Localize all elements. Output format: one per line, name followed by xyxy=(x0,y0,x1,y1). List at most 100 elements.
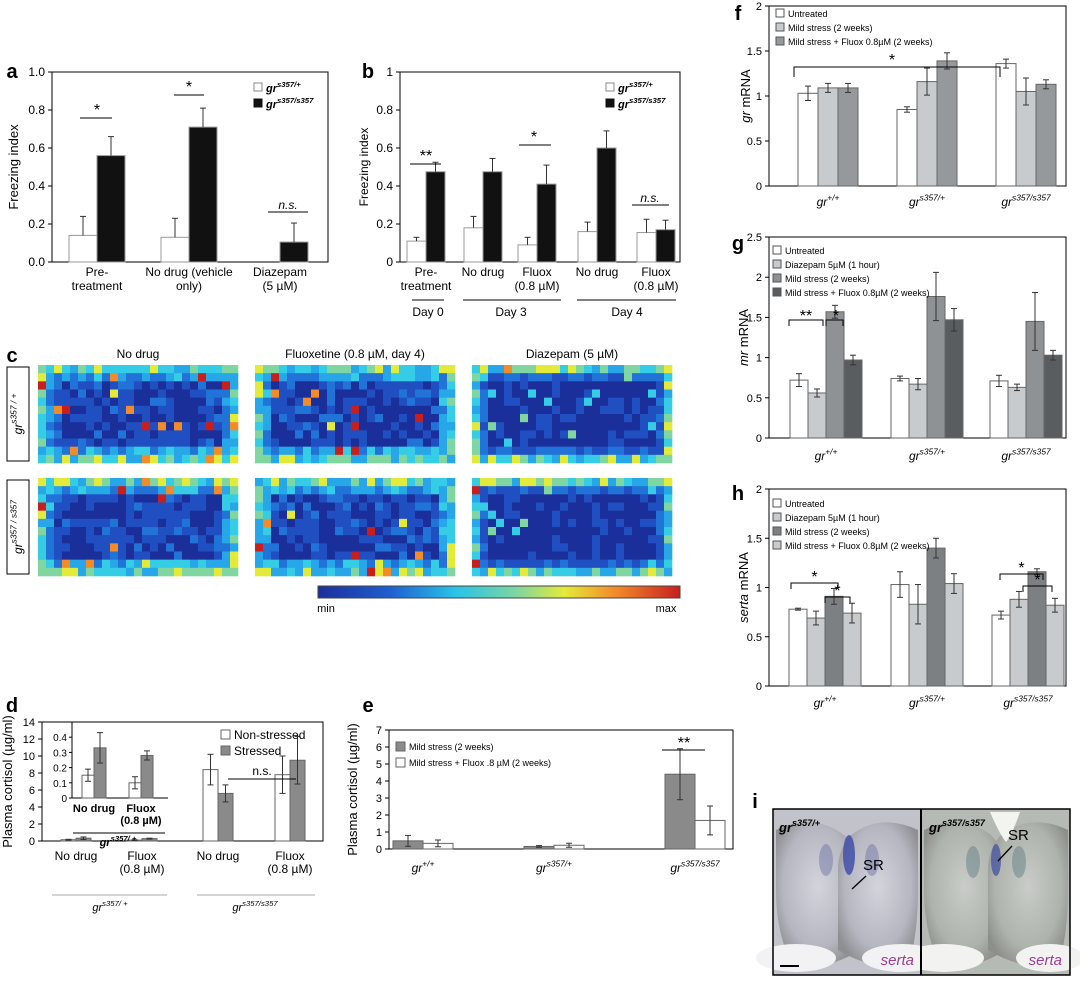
heatmap-cell xyxy=(423,405,432,415)
heatmap-cell xyxy=(271,486,280,495)
heatmap-cell xyxy=(206,527,215,536)
heatmap-cell xyxy=(134,405,143,415)
heatmap-cell xyxy=(86,543,95,552)
heatmap-cell xyxy=(214,567,223,577)
region-label: SR xyxy=(863,857,884,874)
heatmap-cell xyxy=(222,535,231,544)
heatmap-cell xyxy=(110,494,119,503)
heatmap-cell xyxy=(528,405,537,415)
heatmap-cell xyxy=(664,405,673,415)
heatmap-cell xyxy=(62,510,71,520)
heatmap-cell xyxy=(399,535,408,544)
heatmap-cell xyxy=(351,405,360,415)
heatmap-cell xyxy=(576,535,585,544)
heatmap-cell xyxy=(134,446,143,456)
heatmap-cell xyxy=(656,446,665,456)
heatmap-cell xyxy=(600,414,609,423)
heatmap-cell xyxy=(632,365,641,374)
heatmap-cell xyxy=(592,535,601,544)
heatmap-cell xyxy=(520,510,529,520)
heatmap-cell xyxy=(263,478,272,487)
heatmap-cell xyxy=(472,559,481,569)
heatmap-cell xyxy=(94,518,103,528)
heatmap-cell xyxy=(568,430,577,439)
heatmap-cell xyxy=(592,446,601,456)
heatmap-cell xyxy=(70,414,79,423)
heatmap-cell xyxy=(568,365,577,374)
heatmap-cell xyxy=(46,365,55,374)
heatmap-cell xyxy=(439,518,448,528)
heatmap-cell xyxy=(648,373,657,382)
heatmap-cell xyxy=(54,373,63,382)
heatmap-cell xyxy=(399,551,408,560)
heatmap-cell xyxy=(648,422,657,431)
heatmap-cell xyxy=(576,567,585,577)
heatmap-cell xyxy=(512,389,521,398)
heatmap-cell xyxy=(287,551,296,560)
heatmap-cell xyxy=(664,414,673,423)
serta-stain xyxy=(1012,846,1026,878)
heatmap-cell xyxy=(480,559,489,569)
heatmap-cell xyxy=(174,405,183,415)
heatmap-cell xyxy=(142,559,151,569)
y-tick-label: 0.4 xyxy=(28,179,45,193)
heatmap-cell xyxy=(295,494,304,503)
heatmap-cell xyxy=(86,510,95,520)
heatmap-cell xyxy=(255,502,264,511)
heatmap-cell xyxy=(496,567,505,577)
heatmap-cell xyxy=(182,551,191,560)
heatmap-cell xyxy=(656,454,665,464)
heatmap-cell xyxy=(206,510,215,520)
heatmap-cell xyxy=(423,486,432,495)
heatmap-cell xyxy=(295,567,304,577)
heatmap-cell xyxy=(536,414,545,423)
heatmap-cell xyxy=(158,454,167,464)
heatmap-cell xyxy=(391,494,400,503)
x-category-label: gr+/+ xyxy=(814,694,837,710)
heatmap-cell xyxy=(472,414,481,423)
heatmap-cell xyxy=(472,389,481,398)
x-category-label: grs357/+ xyxy=(909,447,945,463)
heatmap-cell xyxy=(214,486,223,495)
heatmap-cell xyxy=(255,551,264,560)
heatmap-cell xyxy=(198,527,207,536)
heatmap-cell xyxy=(431,518,440,528)
heatmap-cell xyxy=(568,486,577,495)
heatmap-cell xyxy=(46,518,55,528)
heatmap-cell xyxy=(174,446,183,456)
heatmap-cell xyxy=(102,446,111,456)
heatmap-cell xyxy=(110,446,119,456)
heatmap-cell xyxy=(46,510,55,520)
region-arrow xyxy=(851,875,867,890)
heatmap-cell xyxy=(391,397,400,407)
heatmap-cell xyxy=(38,381,47,390)
panel-letter-c: c xyxy=(6,345,17,367)
heatmap-cell xyxy=(624,397,633,407)
bar-a-s0-c1 xyxy=(160,236,190,263)
legend-label: grs357/+ xyxy=(265,80,301,95)
plot-frame xyxy=(41,721,324,842)
heatmap-cell xyxy=(592,510,601,520)
heatmap-cell xyxy=(359,422,368,431)
heatmap-cell xyxy=(367,494,376,503)
heatmap-cell xyxy=(102,422,111,431)
y-tick-label: 0.6 xyxy=(376,141,393,155)
heatmap-cell xyxy=(600,373,609,382)
heatmap-cell xyxy=(584,486,593,495)
heatmap-cell xyxy=(447,405,456,415)
heatmap-cell xyxy=(488,551,497,560)
heatmap-cell xyxy=(367,446,376,456)
x-category-label: No drug xyxy=(462,265,505,279)
heatmap-cell xyxy=(271,454,280,464)
heatmap-cell xyxy=(664,389,673,398)
heatmap-cell xyxy=(46,494,55,503)
heatmap-cell xyxy=(664,510,673,520)
heatmap-cell xyxy=(271,389,280,398)
heatmap-cell xyxy=(423,438,432,447)
heatmap-cell xyxy=(134,535,143,544)
y-tick-label: 2 xyxy=(756,272,762,284)
heatmap-cell xyxy=(70,510,79,520)
heatmap-cell xyxy=(279,365,288,374)
heatmap-cell xyxy=(415,422,424,431)
